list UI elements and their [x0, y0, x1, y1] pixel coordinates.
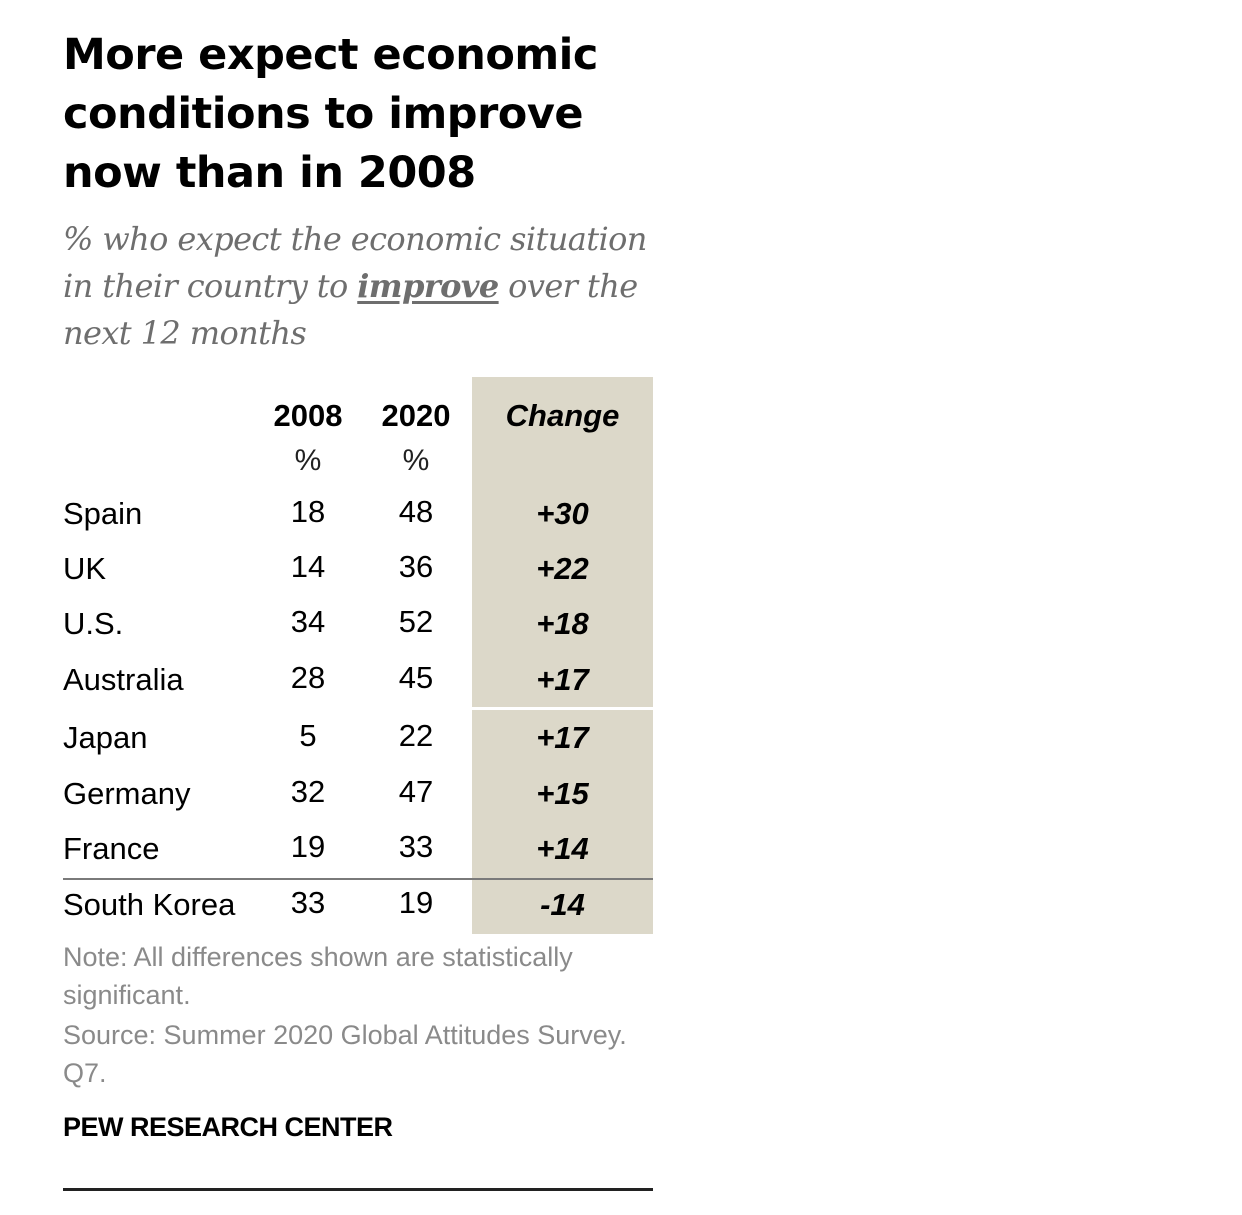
change-column-shading-bottom [472, 710, 653, 934]
row-change: +30 [536, 496, 589, 531]
row-value-2020: 48 [398, 494, 434, 529]
table-row: Japan 5 22 +17 [0, 718, 700, 768]
row-value-2008: 5 [299, 718, 317, 753]
separator-rule [63, 878, 653, 880]
table-row: UK 14 36 +22 [0, 549, 700, 599]
row-change: +17 [536, 720, 589, 755]
table-row: France 19 33 +14 [0, 829, 700, 879]
row-change: +14 [536, 831, 589, 866]
table-row: Australia 28 45 +17 [0, 660, 700, 710]
row-value-2020: 45 [398, 660, 434, 695]
row-country: France [63, 831, 160, 866]
row-value-2020: 52 [398, 604, 434, 639]
row-value-2020: 36 [398, 549, 434, 584]
row-change: -14 [540, 887, 585, 922]
row-change: +15 [536, 776, 589, 811]
table-row: Spain 18 48 +30 [0, 494, 700, 544]
row-change: +17 [536, 662, 589, 697]
row-value-2008: 19 [290, 829, 326, 864]
row-country: Germany [63, 776, 191, 811]
column-header-2020: 2020 [381, 398, 451, 433]
row-value-2008: 33 [290, 885, 326, 920]
unit-2020: % [402, 444, 430, 477]
row-country: Australia [63, 662, 184, 697]
table-row: Germany 32 47 +15 [0, 774, 700, 824]
row-value-2020: 19 [398, 885, 434, 920]
chart-title: More expect economic conditions to impro… [63, 30, 598, 198]
table-row: South Korea 33 19 -14 [0, 885, 700, 935]
row-change: +22 [536, 551, 589, 586]
row-country: South Korea [63, 887, 236, 922]
table-row: U.S. 34 52 +18 [0, 604, 700, 654]
row-value-2008: 28 [290, 660, 326, 695]
row-country: UK [63, 551, 107, 586]
row-country: Spain [63, 496, 143, 531]
row-value-2008: 32 [290, 774, 326, 809]
row-value-2020: 22 [398, 718, 434, 753]
change-column-shading-top [472, 377, 653, 707]
subtitle-emphasis: improve [357, 267, 499, 305]
chart-source: Source: Summer 2020 Global Attitudes Sur… [63, 1020, 627, 1088]
pew-credit: PEW RESEARCH CENTER [63, 1112, 393, 1142]
chart-subtitle: % who expect the economic situation in t… [63, 216, 663, 357]
unit-2008: % [294, 444, 322, 477]
row-value-2008: 14 [290, 549, 326, 584]
chart-note: Note: All differences shown are statisti… [63, 942, 573, 1010]
bottom-rule [63, 1188, 653, 1191]
row-country: U.S. [63, 606, 124, 641]
column-header-2008: 2008 [273, 398, 343, 433]
row-country: Japan [63, 720, 148, 755]
row-change: +18 [536, 606, 589, 641]
subtitle-after: over the next 12 months [63, 267, 638, 352]
row-value-2008: 34 [290, 604, 326, 639]
row-value-2020: 47 [398, 774, 434, 809]
row-value-2020: 33 [398, 829, 434, 864]
subtitle-before: % who expect the economic situation in t… [63, 220, 647, 305]
column-header-change: Change [505, 398, 620, 433]
row-value-2008: 18 [290, 494, 326, 529]
